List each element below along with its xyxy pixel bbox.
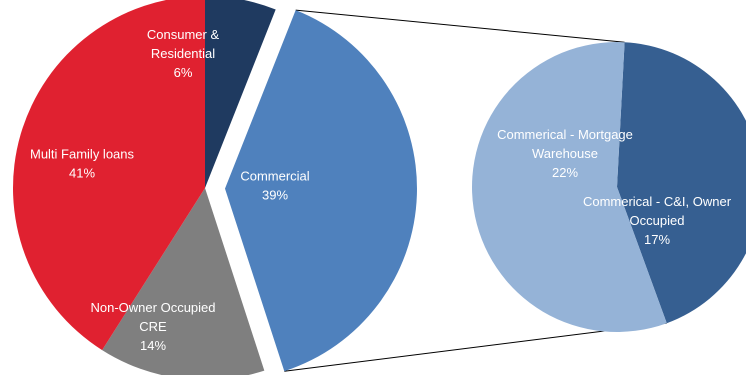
slice-label-non-owner-occupied-cre: Non-Owner Occupied CRE 14% (91, 300, 216, 353)
breakout-label-commerical-candi-owner-occupied: Commerical - C&I, Owner Occupied 17% (583, 194, 732, 247)
pie-slice-non-owner-occupied-cre (102, 188, 265, 375)
breakout-slice-commerical-candi-owner-occupied (617, 42, 746, 324)
connector-line-top (295, 9, 625, 43)
slice-label-consumer-and-residential: Consumer & Residential 6% (147, 27, 220, 80)
pie-slice-commercial (224, 10, 417, 372)
slice-label-multi-family-loans: Multi Family loans 41% (30, 147, 135, 181)
slice-labels: Consumer & Residential 6% Commercial 39% Non-… (30, 27, 732, 353)
pie-slice-multi-family-loans (13, 0, 205, 351)
main-pie (13, 0, 417, 375)
breakout-label-commerical-mortgage-warehouse: Commerical - Mortgage Warehouse 22% (497, 127, 633, 180)
breakout-slice-commerical-mortgage-warehouse (472, 42, 667, 333)
pie-slice-consumer-and-residential (205, 0, 276, 188)
slice-label-commercial: Commercial 39% (240, 169, 309, 203)
breakout-pie (472, 42, 746, 333)
